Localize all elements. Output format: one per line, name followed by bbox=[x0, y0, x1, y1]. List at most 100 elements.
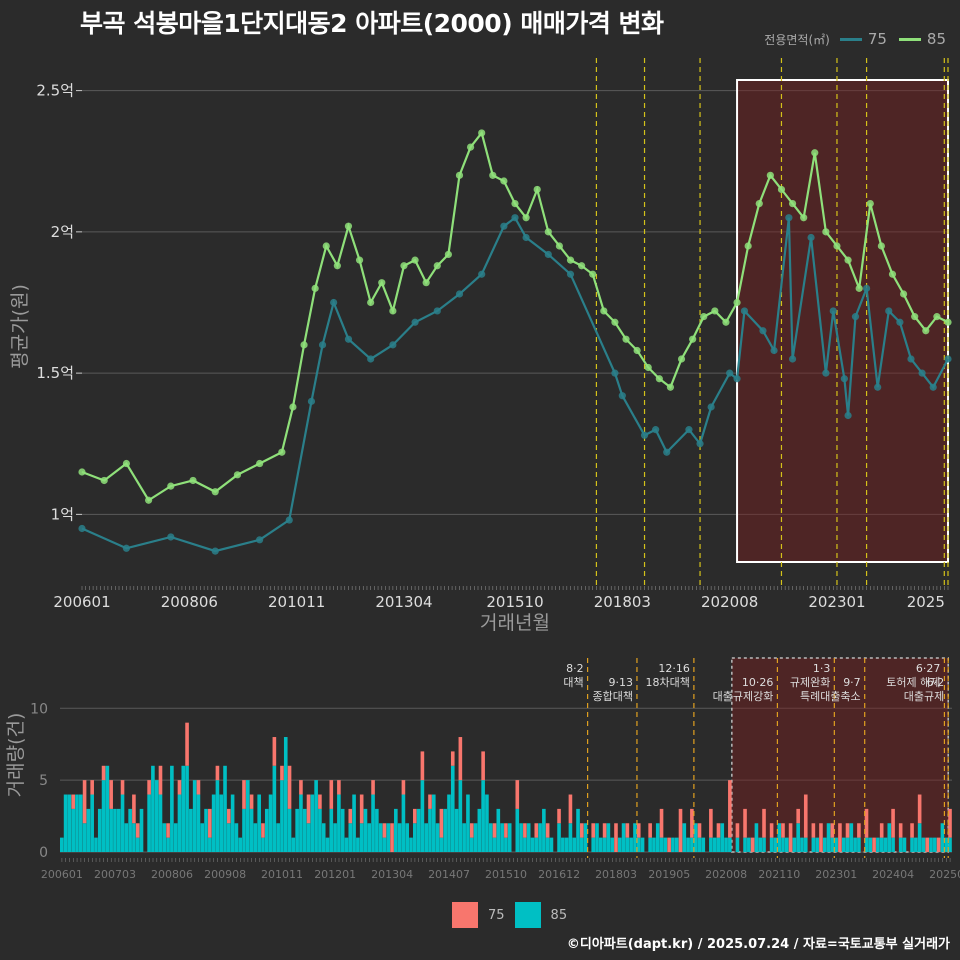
bar-85 bbox=[105, 765, 110, 852]
data-point-85 bbox=[689, 335, 697, 343]
bar-75 bbox=[568, 794, 573, 824]
data-point-85 bbox=[322, 242, 330, 250]
bar-85 bbox=[473, 823, 478, 852]
data-point-85 bbox=[389, 307, 397, 315]
bar-85 bbox=[583, 823, 588, 852]
data-point-75 bbox=[929, 383, 937, 391]
bar-85 bbox=[523, 837, 527, 852]
chart-title: 부곡 석봉마을1단지대동2 아파트(2000) 매매가격 변화 bbox=[80, 9, 664, 38]
bar-85 bbox=[743, 837, 747, 852]
bar-85 bbox=[515, 808, 520, 852]
data-point-75 bbox=[944, 355, 952, 363]
bar-85 bbox=[674, 837, 679, 852]
bar-85 bbox=[834, 837, 838, 852]
bar-75 bbox=[261, 823, 265, 838]
bar-85 bbox=[367, 823, 372, 852]
x-tick-label: 200601 bbox=[53, 593, 110, 611]
bar-85 bbox=[151, 765, 155, 852]
data-point-85 bbox=[833, 242, 841, 250]
bar-85 bbox=[162, 823, 167, 852]
bar-85 bbox=[545, 837, 550, 852]
data-point-75 bbox=[652, 426, 660, 434]
bar-85 bbox=[90, 794, 94, 852]
bar-85 bbox=[561, 837, 565, 852]
bar-85 bbox=[617, 837, 622, 852]
bar-75 bbox=[299, 780, 303, 795]
bar-75 bbox=[185, 722, 189, 766]
data-point-85 bbox=[422, 279, 430, 287]
data-point-85 bbox=[822, 228, 830, 236]
bar-85 bbox=[709, 837, 713, 852]
bar-75 bbox=[337, 780, 341, 795]
bar-85 bbox=[564, 837, 569, 852]
bar-85 bbox=[500, 823, 504, 852]
bar-85 bbox=[413, 823, 417, 852]
bar-75 bbox=[504, 823, 508, 838]
bar-75 bbox=[697, 823, 702, 838]
bar-85 bbox=[227, 823, 231, 852]
data-point-75 bbox=[844, 411, 852, 420]
bar-85 bbox=[633, 823, 637, 852]
bar-85 bbox=[71, 808, 75, 852]
data-point-85 bbox=[700, 313, 708, 321]
bar-85 bbox=[598, 837, 603, 852]
bar-75 bbox=[158, 765, 163, 795]
bar-85 bbox=[302, 808, 307, 852]
bar-85 bbox=[655, 823, 660, 852]
bar-75 bbox=[614, 823, 618, 852]
data-point-75 bbox=[770, 346, 778, 355]
data-point-75 bbox=[696, 440, 704, 448]
bar-85 bbox=[800, 837, 804, 852]
bar-75 bbox=[891, 808, 895, 838]
bar-85 bbox=[659, 837, 664, 852]
bar-75 bbox=[857, 823, 861, 838]
data-point-75 bbox=[618, 392, 626, 400]
policy-label: 특례대출축소 bbox=[800, 690, 861, 703]
bar-85 bbox=[344, 837, 349, 852]
bar-85 bbox=[359, 823, 364, 852]
bar-85 bbox=[534, 837, 539, 852]
policy-label: 대책 bbox=[563, 676, 583, 689]
bar-85 bbox=[238, 837, 243, 852]
bar-85 bbox=[234, 823, 239, 852]
bar-85 bbox=[754, 823, 759, 852]
bar-75 bbox=[348, 808, 353, 824]
bar-85 bbox=[428, 808, 432, 852]
data-point-75 bbox=[663, 448, 671, 456]
data-point-85 bbox=[899, 290, 908, 298]
bar-85 bbox=[200, 823, 205, 852]
bar-75 bbox=[208, 808, 212, 838]
bar-75 bbox=[948, 808, 952, 838]
bar-85 bbox=[337, 794, 341, 852]
highlight-region bbox=[736, 79, 949, 563]
policy-date: 1·3 bbox=[813, 662, 831, 675]
policy-date: 8·2 bbox=[566, 662, 584, 675]
bar-85 bbox=[557, 823, 561, 852]
policy-date: 6·2 bbox=[927, 676, 945, 689]
data-point-85 bbox=[500, 177, 508, 185]
bar-85 bbox=[940, 823, 945, 852]
x-tick-label: 201011 bbox=[268, 593, 325, 611]
bar-85 bbox=[310, 794, 315, 852]
y-axis-title: 평균가(원) bbox=[9, 284, 31, 369]
bar-85 bbox=[944, 837, 949, 852]
top-legend: 전용면적(㎡) 75 85 bbox=[764, 30, 952, 48]
data-point-75 bbox=[726, 369, 734, 377]
bar-85 bbox=[507, 823, 512, 852]
policy-date: 9·7 bbox=[843, 676, 861, 689]
data-point-85 bbox=[145, 496, 153, 504]
data-point-75 bbox=[500, 222, 508, 230]
data-point-85 bbox=[722, 318, 730, 326]
x-tick-label: 201510 bbox=[486, 593, 543, 611]
bar-85 bbox=[898, 837, 903, 852]
bar-85 bbox=[830, 837, 835, 852]
bar-85 bbox=[663, 837, 668, 852]
data-point-75 bbox=[211, 547, 219, 555]
x-tick-label: 202301 bbox=[815, 868, 857, 881]
y-axis-title: 거래량(건) bbox=[5, 713, 27, 798]
bar-85 bbox=[485, 794, 489, 852]
data-point-85 bbox=[622, 335, 630, 343]
bar-75 bbox=[272, 737, 277, 766]
legend-swatch-75-bar bbox=[452, 902, 478, 928]
bottom-legend: 75 85 bbox=[452, 902, 567, 928]
